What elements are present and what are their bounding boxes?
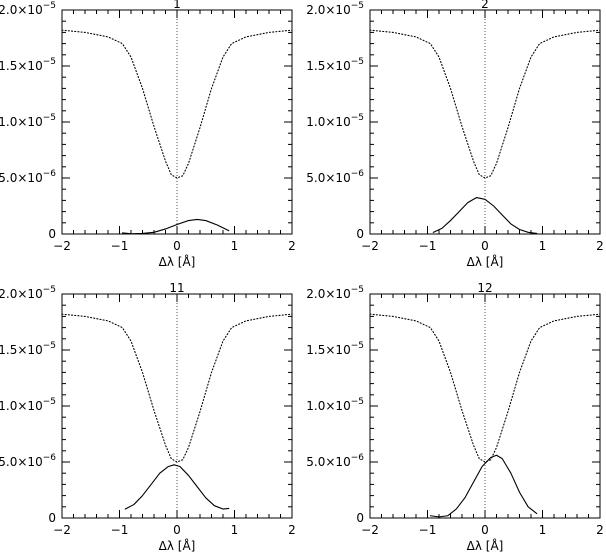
x-tick-label: 2	[288, 523, 296, 537]
y-tick-mantissa: 1.5×10	[0, 59, 43, 73]
x-tick-label: 2	[288, 239, 296, 253]
x-tick-label: 2	[596, 523, 604, 537]
x-tick-label: 2	[596, 239, 604, 253]
y-tick-label: 0	[48, 227, 56, 241]
panel-4: −2 −1 0 1 205.0×10−61.0×10−51.5×10−52.0×10−5…	[306, 281, 604, 553]
panel-2: −2 −1 0 1 205.0×10−61.0×10−51.5×10−52.0×10−5…	[306, 0, 604, 269]
x-tick-label: 0	[481, 523, 489, 537]
y-tick-exponent: −5	[351, 57, 364, 67]
y-tick-exponent: −5	[351, 1, 364, 11]
y-tick-label: 2.0×10−5	[306, 285, 364, 301]
panel-title: 2	[481, 0, 489, 11]
y-tick-mantissa: 5.0×10	[0, 455, 43, 469]
y-tick-exponent: −5	[43, 1, 56, 11]
y-tick-mantissa: 1.0×10	[0, 115, 43, 129]
y-tick-mantissa: 1.5×10	[306, 343, 350, 357]
y-tick-mantissa: 2.0×10	[306, 287, 350, 301]
y-tick-mantissa: 1.0×10	[306, 115, 350, 129]
y-tick-label: 5.0×10−6	[306, 169, 364, 185]
y-tick-mantissa: 1.0×10	[306, 399, 350, 413]
y-tick-label: 1.5×10−5	[306, 57, 364, 73]
panel-3: −2 −1 0 1 205.0×10−61.0×10−51.5×10−52.0×10−5…	[0, 281, 296, 553]
y-tick-mantissa: 5.0×10	[306, 171, 350, 185]
x-tick-label: 1	[539, 239, 547, 253]
x-tick-label: 0	[173, 239, 181, 253]
y-tick-label: 0	[356, 227, 364, 241]
y-tick-exponent: −5	[43, 285, 56, 295]
solid-profile-line	[432, 197, 538, 234]
y-tick-mantissa: 0	[48, 511, 56, 525]
y-tick-exponent: −5	[43, 57, 56, 67]
y-tick-label: 5.0×10−6	[306, 453, 364, 469]
dotted-profile-line	[369, 29, 601, 179]
y-tick-mantissa: 0	[48, 227, 56, 241]
y-tick-label: 5.0×10−6	[0, 169, 56, 185]
y-tick-exponent: −6	[43, 169, 57, 179]
y-tick-mantissa: 1.5×10	[0, 343, 43, 357]
y-tick-mantissa: 5.0×10	[306, 455, 350, 469]
solid-profile-line	[124, 464, 230, 510]
y-tick-label: 1.5×10−5	[0, 341, 56, 357]
dotted-profile-line	[369, 313, 601, 463]
x-tick-label: −2	[53, 523, 71, 537]
x-tick-label: −1	[419, 239, 437, 253]
y-tick-exponent: −5	[351, 397, 364, 407]
x-tick-label: −1	[111, 239, 129, 253]
y-tick-mantissa: 2.0×10	[306, 3, 350, 17]
x-tick-label: 1	[231, 523, 239, 537]
y-tick-label: 1.0×10−5	[0, 113, 56, 129]
y-tick-mantissa: 2.0×10	[0, 287, 43, 301]
y-tick-label: 2.0×10−5	[306, 1, 364, 17]
y-tick-mantissa: 0	[356, 227, 364, 241]
panel-1: −2 −1 0 1 205.0×10−61.0×10−51.5×10−52.0×10−5…	[0, 0, 296, 269]
y-tick-mantissa: 1.5×10	[306, 59, 350, 73]
y-tick-label: 5.0×10−6	[0, 453, 56, 469]
y-tick-exponent: −5	[351, 341, 364, 351]
y-tick-exponent: −5	[351, 285, 364, 295]
dotted-profile-line	[61, 29, 293, 179]
x-tick-label: −1	[419, 523, 437, 537]
y-tick-label: 2.0×10−5	[0, 1, 56, 17]
y-tick-exponent: −5	[43, 397, 56, 407]
dotted-profile-line	[61, 313, 293, 463]
y-tick-exponent: −5	[43, 113, 56, 123]
x-tick-label: 0	[481, 239, 489, 253]
x-axis-label: Δλ [Å]	[159, 254, 196, 269]
y-tick-mantissa: 5.0×10	[0, 171, 43, 185]
panel-title: 12	[477, 281, 492, 295]
y-tick-mantissa: 2.0×10	[0, 3, 43, 17]
y-tick-label: 1.5×10−5	[306, 341, 364, 357]
y-tick-label: 1.0×10−5	[306, 113, 364, 129]
y-tick-label: 1.0×10−5	[306, 397, 364, 413]
x-tick-label: 1	[231, 239, 239, 253]
x-tick-label: −2	[53, 239, 71, 253]
y-tick-label: 2.0×10−5	[0, 285, 56, 301]
x-tick-label: −2	[361, 523, 379, 537]
y-tick-exponent: −6	[351, 453, 365, 463]
y-tick-label: 0	[48, 511, 56, 525]
x-axis-label: Δλ [Å]	[159, 538, 196, 553]
y-tick-label: 0	[356, 511, 364, 525]
y-tick-mantissa: 1.0×10	[0, 399, 43, 413]
y-tick-label: 1.0×10−5	[0, 397, 56, 413]
solid-profile-line	[121, 218, 230, 235]
x-tick-label: 1	[539, 523, 547, 537]
x-tick-label: −2	[361, 239, 379, 253]
y-tick-exponent: −5	[43, 341, 56, 351]
x-tick-label: 0	[173, 523, 181, 537]
solid-profile-line	[429, 454, 538, 518]
x-tick-label: −1	[111, 523, 129, 537]
x-axis-label: Δλ [Å]	[467, 254, 504, 269]
y-tick-mantissa: 0	[356, 511, 364, 525]
panel-title: 11	[169, 281, 184, 295]
x-axis-label: Δλ [Å]	[467, 538, 504, 553]
y-tick-exponent: −6	[351, 169, 365, 179]
panel-title: 1	[173, 0, 181, 11]
y-tick-label: 1.5×10−5	[0, 57, 56, 73]
y-tick-exponent: −5	[351, 113, 364, 123]
y-tick-exponent: −6	[43, 453, 57, 463]
